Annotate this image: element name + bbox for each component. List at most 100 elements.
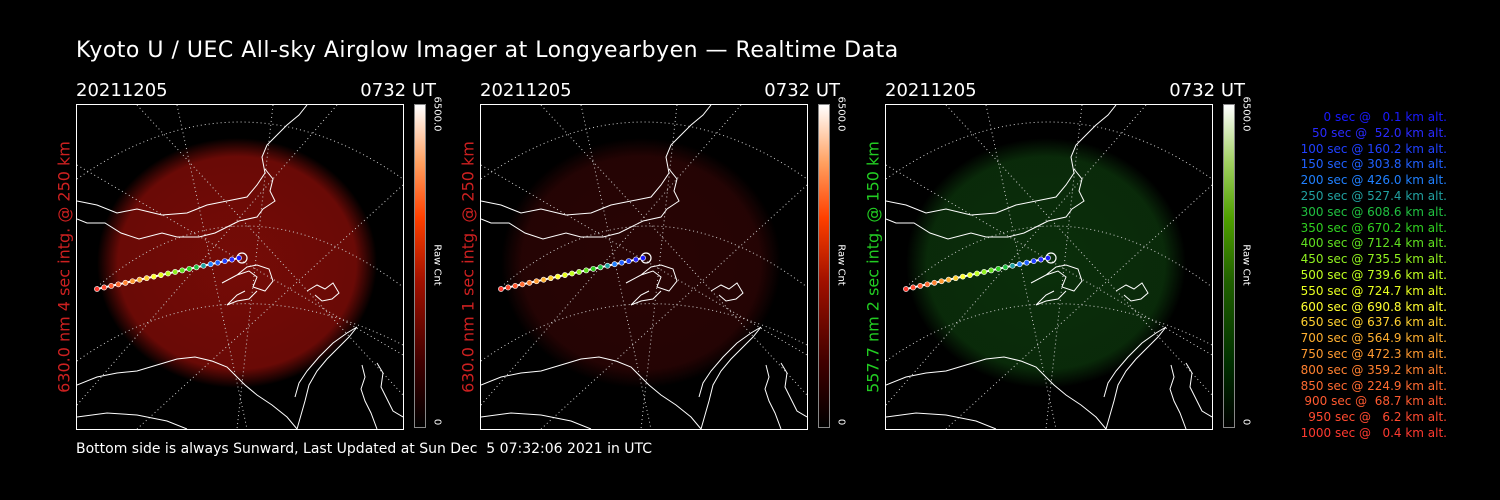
trajectory-point [597,264,604,271]
panel-1-colorbar [414,104,426,428]
lat-lon-gridline [136,105,403,396]
panel-3-date: 20211205 [885,80,977,101]
trajectory-point [640,255,646,261]
panel-1-date: 20211205 [76,80,168,101]
legend-entry: 450 sec @ 735.5 km alt. [1300,252,1447,267]
panel-2: 20211205 0732 UT [480,80,840,430]
trajectory-point [94,286,100,292]
legend-entry: 300 sec @ 608.6 km alt. [1300,204,1447,219]
trajectory-point [108,282,115,289]
panel-2-date: 20211205 [480,80,572,101]
legend-entry: 100 sec @ 160.2 km alt. [1300,141,1447,156]
panel-2-colorbar [818,104,830,428]
legend-entry: 1000 sec @ 0.4 km alt. [1300,425,1447,440]
lat-lon-gridline [945,184,1212,429]
page-title: Kyoto U / UEC All-sky Airglow Imager at … [76,38,899,63]
coastline [1169,364,1187,429]
coastline [1103,326,1167,429]
trajectory-point [1002,264,1009,271]
legend-entry: 900 sec @ 68.7 km alt. [1304,394,1447,409]
lat-lon-gridline [945,105,1212,396]
trajectory-point [562,272,568,278]
trajectory-point [569,270,575,277]
legend-entry: 0 sec @ 0.1 km alt. [1323,110,1448,124]
lat-lon-gridline [77,303,403,362]
panel-3-wavelength-label: 557.7 nm 2 sec intg. @ 150 km [863,141,883,393]
legend-entry: 250 sec @ 527.4 km alt. [1300,188,1447,203]
trajectory-point [526,279,533,286]
panel-2-time: 0732 UT [764,80,840,101]
trajectory-point [228,256,235,263]
trajectory-point [924,281,931,288]
legend-entry: 550 sec @ 724.7 km alt. [1300,283,1447,298]
trajectory-point [945,276,952,283]
lat-lon-gridline [540,184,807,429]
panel-2-allsky-image [480,104,808,430]
coastline [481,105,712,216]
airglow-region [906,138,1186,388]
trajectory-point [974,270,980,277]
coastline [1115,282,1149,302]
trajectory-point [115,281,122,288]
footer-status: Bottom side is always Sunward, Last Upda… [76,441,653,457]
coastline [77,105,308,216]
coastline [886,412,997,429]
trajectory-point [214,259,221,266]
panel-3: 20211205 0732 UT [885,80,1245,430]
panel-2-wavelength-label: 630.0 nm 1 sec intg. @ 250 km [458,141,478,393]
trajectory-point [186,265,193,272]
panel-1-wavelength-label: 630.0 nm 4 sec intg. @ 250 km [54,141,74,393]
legend-entry: 50 sec @ 52.0 km alt. [1312,125,1447,140]
airglow-region [97,138,377,388]
trajectory-point [1023,259,1030,266]
panel-3-time: 0732 UT [1169,80,1245,101]
trajectory-point [547,275,554,282]
coastline [481,412,592,429]
trajectory-point [959,273,966,280]
legend-entry: 500 sec @ 739.6 km alt. [1300,267,1447,282]
legend-entry: 400 sec @ 712.4 km alt. [1300,236,1447,251]
panel-2-colorbar-min: 0 [835,418,847,426]
trajectory-point [150,273,157,280]
panel-1: 20211205 0732 UT [76,80,436,430]
panel-1-colorbar-unit: Raw Cnt [431,244,443,286]
coastline [1035,290,1067,306]
trajectory-point [604,262,611,269]
coastline [481,168,680,240]
trajectory-point [122,279,129,286]
coastline [1185,362,1212,418]
coastline [221,264,274,292]
trajectory-point [129,278,136,285]
coastline [780,362,807,418]
panel-3-allsky-image [885,104,1213,430]
trajectory-point [165,270,171,277]
lat-lon-gridline [905,225,1212,288]
panel-3-colorbar-min: 0 [1240,418,1252,426]
trajectory-point [931,279,938,286]
trajectory-point [193,264,200,271]
trajectory-point [505,284,511,291]
trajectory-point [498,286,504,292]
lat-lon-gridline [540,105,807,396]
coastline [698,326,762,429]
coastline [77,168,276,240]
trajectory-point [136,276,143,283]
panel-3-colorbar-unit: Raw Cnt [1240,244,1252,286]
coastline [764,364,782,429]
coastline [294,326,358,429]
trajectory-point [1030,258,1037,264]
trajectory-point [938,278,945,285]
lat-lon-gridline [500,225,807,288]
trajectory-point [143,275,150,282]
legend-entry: 950 sec @ 6.2 km alt. [1308,410,1447,425]
satellite-trajectory-legend: 0 sec @ 0.1 km alt. 50 sec @ 52.0 km alt.… [1262,110,1447,442]
trajectory-point [903,286,909,292]
panel-1-colorbar-max: 6500.0 [431,96,443,132]
legend-entry: 800 sec @ 359.2 km alt. [1300,362,1447,377]
trajectory-point [583,267,590,274]
trajectory-point [179,267,186,274]
legend-entry: 150 sec @ 303.8 km alt. [1300,157,1447,172]
trajectory-point [988,267,995,274]
trajectory-point [910,284,916,291]
airglow-region [501,138,781,388]
